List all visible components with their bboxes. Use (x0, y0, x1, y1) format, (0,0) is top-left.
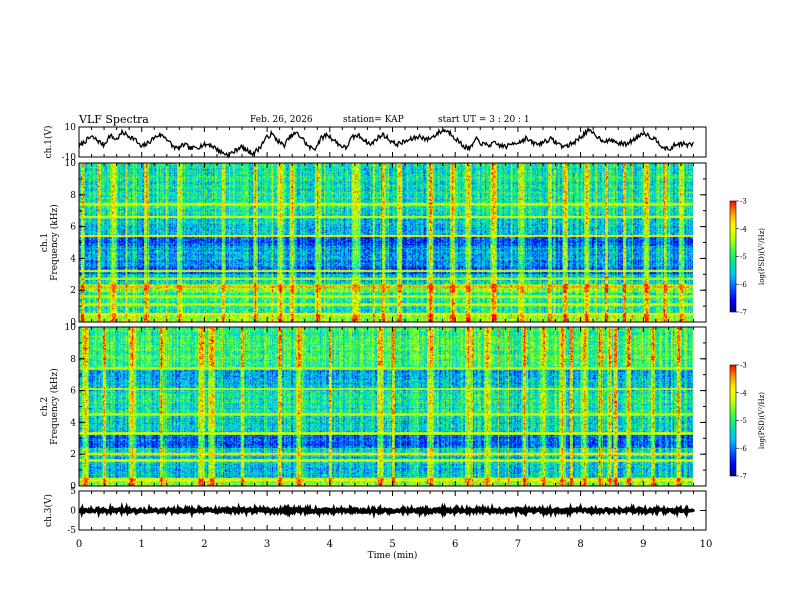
ch1-spectrogram-ytick-label: 0 (70, 318, 76, 328)
ch1-spectrogram-ytick-label: 8 (70, 191, 76, 201)
start-time-label: start UT = 3 : 20 : 1 (438, 115, 530, 125)
time-axis-tick-label: 6 (452, 539, 458, 550)
ch2-spectrogram-colorbar-tick-label: -4 (740, 389, 747, 397)
ch1-colorbar: -3 -4 -5 -6 -7 log(PSD)(V²/Hz) (729, 198, 766, 317)
time-axis-tick-label: 9 (640, 539, 646, 550)
time-axis-tick-label: 0 (76, 539, 82, 550)
ch2-spectrogram-ylabel: ch.2 (40, 397, 50, 416)
station-label: station= KAP (343, 115, 404, 125)
ch2-spectrogram-ytick-label: 2 (70, 450, 76, 460)
time-axis-tick-label: 5 (389, 539, 395, 550)
ch2-spectrogram-colorbar-bar (729, 364, 737, 477)
ch2-spectrogram-colorbar-label: log(PSD)(V²/Hz) (758, 392, 766, 449)
ch1-waveform-line (78, 126, 695, 159)
ch1-spectrogram-colorbar-label: log(PSD)(V²/Hz) (758, 228, 766, 285)
ch2-spectrogram-colorbar-tick-label: -6 (740, 445, 747, 453)
ch2-spectrogram-image (79, 327, 693, 486)
ch1-spectrogram-ylabel2: Frequency (kHz) (49, 204, 60, 281)
time-axis-tick-label: 4 (327, 539, 333, 550)
ch3-ytick-label: 0 (70, 507, 76, 517)
ch1-spectrogram-colorbar-bar (729, 200, 737, 313)
ch2-spectrogram-ytick-label: 0 (70, 482, 76, 492)
ch1-spectrogram-ytick-label: 10 (65, 159, 77, 169)
ch3-trace-line (78, 501, 696, 519)
ch1-spectrogram-colorbar-tick-label: -3 (740, 198, 747, 206)
time-axis-tick-label: 8 (577, 539, 583, 550)
ch2-spectrogram-colorbar-tick-label: -5 (740, 417, 747, 425)
time-axis-tick-label: 10 (700, 539, 713, 550)
ch2-spectrogram-ytick-label: 4 (70, 418, 76, 428)
ch2-spectrogram-colorbar-tick-label: -3 (740, 362, 747, 370)
ch2-spectrogram-ytick-label: 10 (65, 323, 77, 333)
ch1-waveform-ytick-label: -10 (62, 153, 77, 163)
ch1-spectrogram-image (79, 163, 693, 322)
ch1-spectrogram-ytick-label: 2 (70, 286, 76, 296)
ch2-spectrogram-ylabel2: Frequency (kHz) (49, 368, 60, 445)
ch1-waveform-ylabel: ch.1(V) (43, 126, 54, 159)
ch2-spectrogram-ytick-label: 8 (70, 355, 76, 365)
ch2-spectrogram-ytick-label: 6 (70, 387, 76, 397)
ch2-spectrogram-colorbar-tick-label: -7 (740, 473, 747, 481)
ch3-ytick-label: 5 (70, 487, 76, 497)
ch3-ytick-label: -5 (67, 526, 76, 536)
time-axis-tick-label: 7 (515, 539, 521, 550)
ch2-spectrogram-panel: 0 2 4 6 8 10 ch.2 Frequency (kHz) (40, 323, 707, 492)
ch2-colorbar: -3 -4 -5 -6 -7 log(PSD)(V²/Hz) (729, 362, 766, 481)
time-axis-tick-label: 1 (139, 539, 145, 550)
ch1-spectrogram-panel: 0 2 4 6 8 10 ch.1 Frequency (kHz) (40, 159, 707, 328)
ch1-spectrogram-colorbar-tick-label: -5 (740, 253, 747, 261)
ch1-spectrogram-ytick-label: 6 (70, 223, 76, 233)
time-axis-label: Time (min) (368, 550, 418, 561)
time-axis-tick-label: 3 (264, 539, 270, 550)
ch1-spectrogram-colorbar-tick-label: -4 (740, 225, 747, 233)
ch1-spectrogram-ylabel: ch.1 (40, 233, 50, 252)
ch1-waveform-ytick-label: 10 (65, 123, 77, 133)
ch1-waveform-panel: 10 -10 ch.1(V) (43, 123, 707, 163)
ch1-spectrogram-colorbar-tick-label: -6 (740, 281, 747, 289)
ch1-spectrogram-colorbar-tick-label: -7 (740, 309, 747, 317)
figure-title: VLF Spectra (79, 113, 149, 126)
date-label: Feb. 26, 2026 (250, 115, 313, 125)
ch1-spectrogram-ytick-label: 4 (70, 254, 76, 264)
time-axis-tick-label: 2 (201, 539, 207, 550)
ch3-ylabel: ch.3(V) (43, 494, 54, 527)
